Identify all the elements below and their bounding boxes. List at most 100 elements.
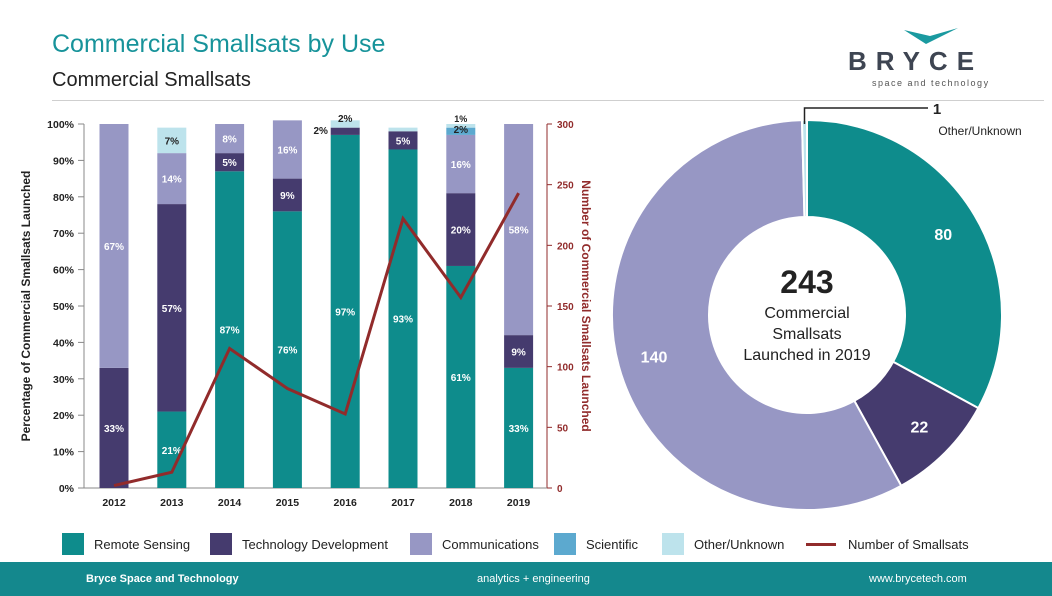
y-tick-label: 70% xyxy=(53,228,75,240)
legend-swatch-remote-sensing xyxy=(62,533,84,555)
y-tick-label: 50% xyxy=(53,301,75,313)
bar-other-unknown-2018 xyxy=(446,124,476,128)
legend-line-number-of-smallsats xyxy=(806,542,836,546)
donut-slice-label: 140 xyxy=(641,350,668,367)
logo-tagline: space and technology xyxy=(872,78,990,88)
bar-data-label: 97% xyxy=(335,307,355,318)
bar-data-label: 61% xyxy=(451,373,471,384)
bar-communications-2012 xyxy=(99,124,129,368)
bar-data-label: 76% xyxy=(277,346,297,357)
y-tick-label: 80% xyxy=(53,192,75,204)
bar-communications-2018 xyxy=(446,134,476,194)
legend-label: Number of Smallsats xyxy=(848,536,969,552)
bar-data-label: 58% xyxy=(509,226,529,237)
legend-item-other-unknown: Other/Unknown xyxy=(662,532,784,556)
bar-communications-2019 xyxy=(504,124,534,336)
y-right-axis-title: Number of Commercial Smallsats Launched xyxy=(579,180,593,431)
bar-data-label: 16% xyxy=(451,160,471,171)
legend-label: Other/Unknown xyxy=(694,536,785,552)
bar-technology-development-2016 xyxy=(330,127,360,135)
donut-slice-other-unknown xyxy=(800,118,808,219)
bar-data-label: 20% xyxy=(451,226,471,237)
bar-technology-development-2018 xyxy=(446,193,476,266)
donut-center-text: Smallsats xyxy=(772,326,841,343)
y-right-tick-label: 50 xyxy=(557,423,569,434)
bar-remote-sensing-2017 xyxy=(388,149,418,489)
bar-remote-sensing-2018 xyxy=(446,265,476,488)
legend-item-technology-development: Technology Development xyxy=(210,532,388,556)
y-right-tick-label: 150 xyxy=(557,302,574,313)
y-right-tick-label: 300 xyxy=(557,120,574,131)
legend-swatch-communications xyxy=(410,533,432,555)
y-right-tick-label: 250 xyxy=(557,181,574,192)
bar-data-label: 87% xyxy=(220,326,240,337)
y-tick-label: 10% xyxy=(53,447,75,459)
legend-label: Technology Development xyxy=(242,536,388,552)
legend-item-number-of-smallsats: Number of Smallsats xyxy=(806,532,969,556)
footer-tagline: analytics + engineering xyxy=(477,573,590,585)
bar-data-label-outside: 2% xyxy=(454,125,469,136)
bar-data-label: 21% xyxy=(162,446,182,457)
bar-data-label: 57% xyxy=(162,304,182,315)
legend-swatch-technology-development xyxy=(210,533,232,555)
y-right-tick-label: 0 xyxy=(557,484,563,495)
bar-data-label: 67% xyxy=(104,242,124,253)
bar-remote-sensing-2015 xyxy=(272,211,302,489)
donut-center-text: Launched in 2019 xyxy=(743,347,870,364)
legend: Remote Sensing Technology Development Co… xyxy=(62,532,1052,556)
bar-data-label-outside: 2% xyxy=(313,126,328,137)
legend-label: Remote Sensing xyxy=(94,536,191,552)
bar-communications-2013 xyxy=(157,153,187,205)
logo-swoosh-icon xyxy=(904,28,958,44)
bar-data-label: 5% xyxy=(222,158,237,169)
y-right-tick-label: 200 xyxy=(557,241,574,252)
donut-slice-communications xyxy=(610,119,903,511)
bar-technology-development-2017 xyxy=(388,131,418,150)
bar-technology-development-2014 xyxy=(215,153,245,172)
x-tick-label: 2019 xyxy=(507,497,531,509)
y-tick-label: 20% xyxy=(53,410,75,422)
bar-data-label-outside: 1% xyxy=(454,114,467,124)
bar-communications-2015 xyxy=(272,120,302,179)
donut-center-value: 243 xyxy=(780,264,833,300)
page-subtitle: Commercial Smallsats xyxy=(52,69,251,91)
bar-technology-development-2013 xyxy=(157,204,187,412)
y-axis-title: Percentage of Commercial Smallsats Launc… xyxy=(19,171,33,442)
x-tick-label: 2015 xyxy=(276,497,300,509)
y-right-tick-label: 100 xyxy=(557,363,574,374)
bar-other-unknown-2016 xyxy=(330,120,360,128)
legend-item-remote-sensing: Remote Sensing xyxy=(62,532,190,556)
x-tick-label: 2017 xyxy=(391,497,415,509)
footer-company: Bryce Space and Technology xyxy=(86,573,239,585)
bar-scientific-2018 xyxy=(446,127,476,135)
donut-callout-line xyxy=(803,107,928,124)
legend-swatch-scientific xyxy=(554,533,576,555)
x-tick-label: 2018 xyxy=(449,497,473,509)
bar-technology-development-2015 xyxy=(272,178,302,212)
y-tick-label: 40% xyxy=(53,337,75,349)
bar-data-label: 33% xyxy=(509,424,529,435)
x-tick-label: 2012 xyxy=(102,497,126,509)
bar-remote-sensing-2014 xyxy=(215,171,245,488)
legend-label: Scientific xyxy=(586,536,639,552)
bar-data-label: 9% xyxy=(280,191,295,202)
bar-data-label: 7% xyxy=(165,136,180,147)
bar-other-unknown-2013 xyxy=(157,127,187,154)
footer-website-link[interactable]: www.brycetech.com xyxy=(869,573,967,585)
bar-remote-sensing-2016 xyxy=(330,134,360,489)
page-title: Commercial Smallsats by Use xyxy=(52,30,386,58)
bar-data-label: 14% xyxy=(162,175,182,186)
y-tick-label: 30% xyxy=(53,374,75,386)
x-tick-label: 2016 xyxy=(334,497,358,509)
y-tick-label: 100% xyxy=(47,119,75,131)
y-tick-label: 60% xyxy=(53,265,75,277)
donut-callout-label: Other/Unknown xyxy=(938,124,1021,138)
y-tick-label: 0% xyxy=(59,483,75,495)
x-tick-label: 2014 xyxy=(218,497,242,509)
footer-bar: Bryce Space and Technology analytics + e… xyxy=(0,562,1052,596)
legend-swatch-other-unknown xyxy=(662,533,684,555)
bar-data-label: 9% xyxy=(511,348,526,359)
donut-slice-remote-sensing xyxy=(806,118,1003,410)
line-number-of-smallsats xyxy=(113,192,520,488)
